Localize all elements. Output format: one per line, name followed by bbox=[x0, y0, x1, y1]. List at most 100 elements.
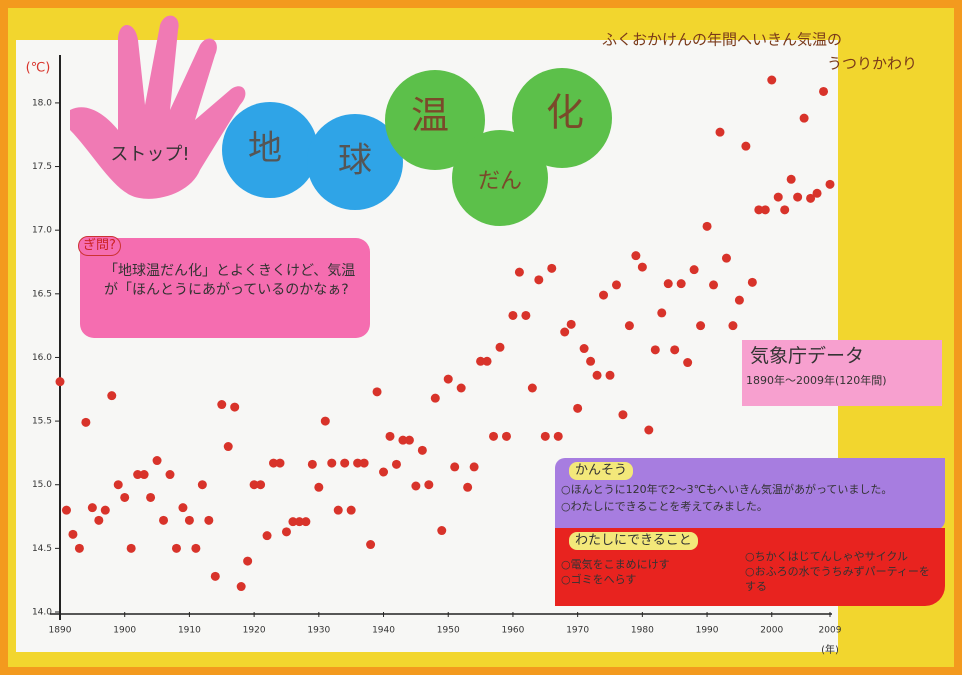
hand bbox=[70, 15, 246, 199]
point bbox=[191, 543, 201, 553]
action-item: ○おふろの水でうちみずパーティーをする bbox=[745, 564, 930, 593]
point bbox=[146, 492, 156, 502]
point bbox=[812, 188, 822, 198]
point bbox=[689, 265, 699, 275]
point bbox=[171, 543, 181, 553]
point bbox=[139, 470, 149, 480]
point bbox=[417, 445, 427, 455]
point bbox=[55, 377, 65, 387]
point bbox=[553, 431, 563, 441]
x-tick-label: 2009 bbox=[819, 626, 842, 636]
point bbox=[592, 370, 602, 380]
point bbox=[301, 517, 311, 527]
point bbox=[586, 356, 596, 366]
point bbox=[728, 321, 738, 331]
x-tick-label: 1910 bbox=[178, 626, 201, 636]
point bbox=[391, 459, 401, 469]
circle-text: 地 bbox=[248, 129, 282, 169]
point bbox=[527, 383, 537, 393]
point bbox=[501, 431, 511, 441]
point bbox=[152, 456, 162, 466]
y-tick-label: 15.0 bbox=[32, 480, 52, 490]
x-tick-label: 1930 bbox=[307, 626, 330, 636]
impressions-box: かんそう ○ほんとうに120年で2〜3℃もへいきん気温があがっていました。 ○わ… bbox=[555, 458, 945, 530]
point bbox=[463, 482, 473, 492]
point bbox=[249, 480, 259, 490]
point bbox=[424, 480, 434, 490]
point bbox=[573, 403, 583, 413]
point bbox=[359, 458, 369, 468]
point bbox=[269, 458, 279, 468]
y-tick-label: 16.0 bbox=[32, 353, 52, 363]
impressions-item: ○わたしにできることを考えてみました。 bbox=[561, 500, 768, 514]
x-tick-label: 1980 bbox=[631, 626, 654, 636]
point bbox=[786, 174, 796, 184]
point bbox=[159, 515, 169, 525]
point bbox=[579, 344, 589, 354]
point bbox=[476, 356, 486, 366]
impressions-item: ○ほんとうに120年で2〜3℃もへいきん気温があがっていました。 bbox=[561, 482, 893, 496]
point bbox=[793, 192, 803, 202]
point bbox=[346, 505, 356, 515]
point bbox=[204, 515, 214, 525]
chart-title: うつりかわり bbox=[827, 55, 917, 73]
x-axis-label: (年) bbox=[821, 643, 839, 656]
point bbox=[644, 425, 654, 435]
point bbox=[663, 279, 673, 289]
point bbox=[372, 387, 382, 397]
circle bbox=[222, 102, 318, 198]
point bbox=[197, 480, 207, 490]
y-tick-label: 14.0 bbox=[32, 608, 52, 618]
actions-heading: わたしにできること bbox=[569, 532, 698, 550]
y-axis-label: (℃) bbox=[26, 61, 51, 76]
point bbox=[236, 582, 246, 592]
point bbox=[631, 251, 641, 261]
point bbox=[514, 267, 524, 277]
circle bbox=[512, 68, 612, 168]
point bbox=[618, 410, 628, 420]
point bbox=[683, 358, 693, 368]
actions-right: ○ちかくはじてんしゃやサイクル ○おふろの水でうちみずパーティーをする bbox=[745, 550, 940, 595]
point bbox=[340, 458, 350, 468]
point bbox=[87, 503, 97, 513]
circle-text: だん bbox=[478, 169, 522, 194]
point bbox=[430, 393, 440, 403]
point bbox=[210, 571, 220, 581]
point bbox=[256, 480, 266, 490]
point bbox=[566, 319, 576, 329]
point bbox=[469, 462, 479, 472]
circle bbox=[385, 70, 485, 170]
point bbox=[540, 431, 550, 441]
action-item: ○ちかくはじてんしゃやサイクル bbox=[745, 550, 909, 563]
point bbox=[819, 86, 829, 96]
point bbox=[443, 374, 453, 384]
question-heading: ぎ問? bbox=[78, 236, 121, 256]
circle bbox=[452, 130, 548, 226]
point bbox=[599, 290, 609, 300]
point bbox=[307, 459, 317, 469]
point bbox=[294, 517, 304, 527]
point bbox=[243, 556, 253, 566]
point bbox=[702, 221, 712, 231]
point bbox=[670, 345, 680, 355]
point bbox=[696, 321, 706, 331]
x-tick-label: 1900 bbox=[113, 626, 136, 636]
point bbox=[721, 253, 731, 263]
point bbox=[547, 263, 557, 273]
impressions-heading: かんそう bbox=[569, 462, 634, 480]
point bbox=[456, 383, 466, 393]
source-box: 気象庁データ 1890年〜2009年(120年間) bbox=[742, 340, 942, 406]
point bbox=[411, 481, 421, 491]
point bbox=[437, 526, 447, 536]
point bbox=[508, 310, 518, 320]
point bbox=[605, 370, 615, 380]
y-tick-label: 17.5 bbox=[32, 162, 52, 172]
point bbox=[366, 540, 376, 550]
point bbox=[773, 192, 783, 202]
point bbox=[320, 416, 330, 426]
point bbox=[560, 327, 570, 337]
point bbox=[611, 280, 621, 290]
point bbox=[385, 431, 395, 441]
x-tick-label: 1890 bbox=[49, 626, 72, 636]
